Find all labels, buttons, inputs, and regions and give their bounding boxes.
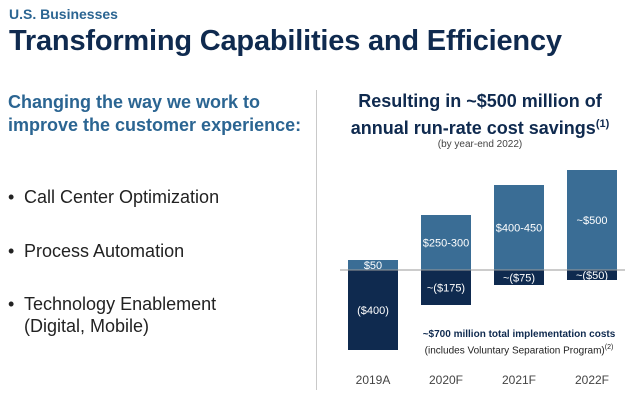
savings-value-label: $50 — [364, 260, 382, 272]
left-heading: Changing the way we work to improve the … — [8, 92, 302, 135]
section-label: U.S. Businesses — [9, 6, 118, 22]
cost-bar — [348, 270, 398, 350]
cost-bar — [494, 270, 544, 285]
savings-bar — [567, 170, 617, 270]
x-tick-label: 2019A — [356, 373, 391, 387]
savings-bar — [348, 260, 398, 270]
right-heading-text: Resulting in ~$500 million of annual run… — [350, 91, 602, 138]
right-subheading: (by year-end 2022) — [437, 139, 523, 150]
savings-bar — [421, 215, 471, 270]
bullet-text: Call Center Optimization — [24, 187, 220, 207]
cost-value-label: ~($50) — [576, 270, 608, 282]
bullet-text-line1: Technology Enablement — [24, 294, 217, 314]
bullet-text: Technology Enablement (Digital, Mobile) — [24, 293, 216, 337]
footnote-ref-2: (2) — [604, 344, 614, 351]
implementation-total: ~$700 million total implementation costs — [422, 329, 616, 340]
bullet-dot: • — [8, 294, 15, 314]
bullet-item: • Call Center Optimization — [8, 186, 298, 208]
cost-value-label: ($400) — [357, 305, 389, 317]
cost-bar — [567, 270, 617, 280]
savings-bar — [494, 185, 544, 270]
page-title: Transforming Capabilities and Efficiency — [9, 25, 562, 57]
savings-value-label: $400-450 — [496, 223, 543, 235]
savings-value-label: $250-300 — [423, 238, 470, 250]
bullet-dot: • — [8, 241, 15, 261]
bullet-item: • Process Automation — [8, 240, 298, 262]
cost-value-label: ~($175) — [427, 283, 465, 295]
bullet-item: • Technology Enablement (Digital, Mobile) — [8, 293, 298, 337]
bullet-text: Process Automation — [24, 241, 185, 261]
bullet-text-line2: (Digital, Mobile) — [24, 316, 150, 336]
cost-bar — [421, 270, 471, 305]
implementation-detail: (includes Voluntary Separation Program) — [424, 345, 605, 357]
column-divider — [316, 90, 317, 390]
implementation-note: ~$700 million total implementation costs… — [408, 328, 630, 357]
right-heading: Resulting in ~$500 million of annual run… — [330, 90, 630, 140]
savings-value-label: ~$500 — [577, 215, 608, 227]
x-tick-label: 2022F — [575, 373, 609, 387]
bullet-dot: • — [8, 187, 15, 207]
x-tick-label: 2021F — [502, 373, 536, 387]
cost-value-label: ~($75) — [503, 273, 535, 285]
footnote-ref-1: (1) — [595, 118, 610, 130]
x-tick-label: 2020F — [429, 373, 463, 387]
